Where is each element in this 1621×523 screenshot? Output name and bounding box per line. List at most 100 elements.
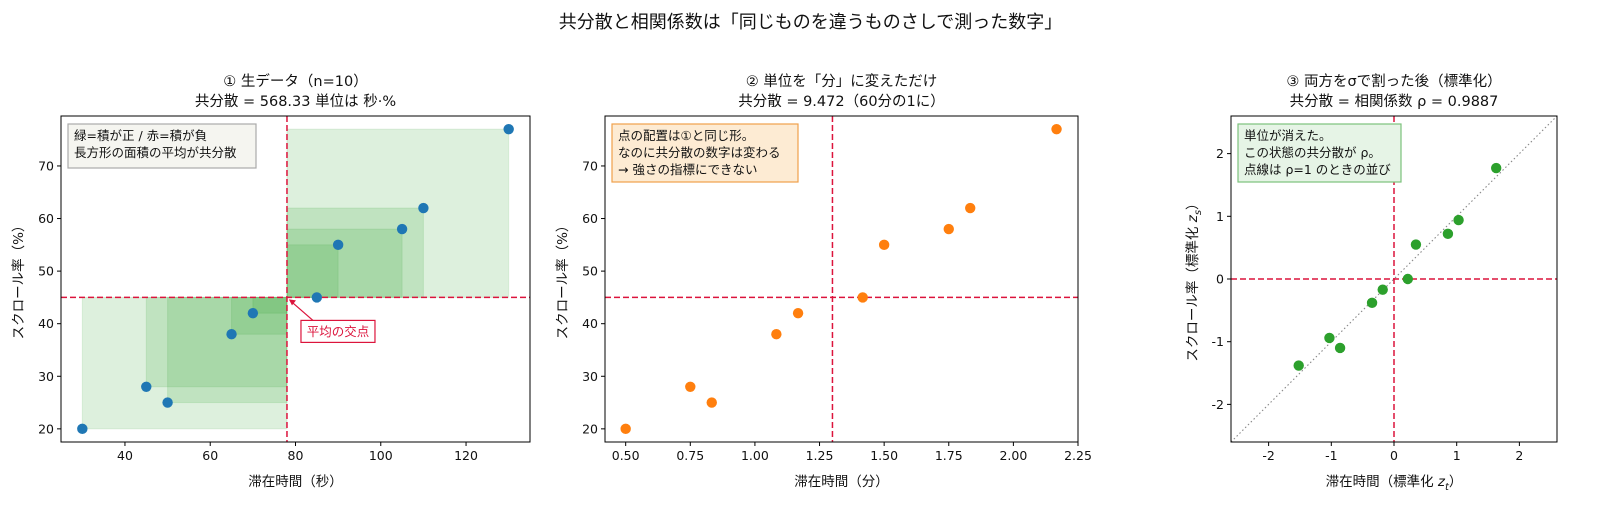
- data-point: [418, 202, 429, 214]
- note-text: 緑=積が正 / 赤=積が負: [74, 128, 207, 143]
- x-tick-label: 120: [454, 448, 478, 463]
- note-text: 点線は ρ=1 のときの並び: [1244, 162, 1391, 177]
- note-text: → 強さの指標にできない: [618, 162, 757, 177]
- y-tick-label: 30: [582, 369, 598, 384]
- data-point: [857, 292, 868, 303]
- note-text: 点の配置は①と同じ形。: [618, 128, 754, 143]
- data-point: [771, 329, 782, 340]
- data-point: [396, 223, 408, 235]
- panel-title: ② 単位を「分」に変えただけ: [746, 73, 938, 90]
- x-tick-label: 2.00: [999, 448, 1027, 463]
- note-text: 長方形の面積の平均が共分散: [74, 145, 237, 160]
- data-point: [1377, 284, 1388, 295]
- note-box: [1237, 123, 1402, 183]
- deviation-rectangle: [286, 207, 424, 298]
- data-point: [311, 292, 323, 303]
- x-tick-label: 2: [1515, 448, 1523, 463]
- data-point: [878, 239, 890, 251]
- plot-area: [605, 116, 1078, 442]
- chart-panel-minutes: 0.50 0.75 1.00 1.25 1.50 1.75 2.00 2.25 20 30 40 50…: [554, 73, 1092, 490]
- data-point: [247, 307, 259, 319]
- panel-subtitle: 共分散 = 568.33 単位は 秒·%: [195, 93, 396, 110]
- x-axis-label: 滞在時間（分）: [794, 474, 889, 490]
- data-point: [503, 123, 514, 135]
- data-point: [685, 381, 696, 392]
- annotation-arrowhead: [288, 299, 296, 306]
- y-tick-label: -2: [1212, 397, 1224, 412]
- y-axis-label: スクロール率（%）: [10, 219, 27, 340]
- data-point: [1410, 239, 1422, 250]
- data-point: [1402, 273, 1413, 285]
- y-tick-label: 40: [582, 316, 598, 331]
- note-box: [67, 123, 257, 169]
- data-point: [965, 202, 976, 214]
- y-tick-label: 50: [38, 264, 54, 279]
- y-tick-label: -1: [1212, 334, 1224, 349]
- axes-frame: [604, 115, 1079, 443]
- x-tick-label: 2.25: [1064, 448, 1092, 463]
- deviation-rectangle: [252, 296, 288, 314]
- panel-title: ① 生データ（n=10）: [223, 72, 367, 90]
- data-point: [141, 381, 152, 392]
- panel-subtitle: 共分散 = 相関係数 ρ = 0.9887: [1290, 93, 1499, 110]
- annotation-arrow: [289, 299, 314, 321]
- x-tick-label: 0: [1390, 448, 1398, 463]
- y-axis-label: スクロール率（標準化 zs）: [1184, 196, 1204, 361]
- annotation-box: [300, 319, 376, 344]
- y-tick-label: 30: [38, 369, 54, 384]
- data-point: [706, 397, 717, 408]
- x-tick-label: 1.25: [806, 448, 834, 463]
- x-tick-label: 60: [202, 448, 218, 463]
- deviation-rectangle: [167, 296, 288, 404]
- data-point: [1324, 332, 1335, 344]
- data-point: [1453, 214, 1464, 226]
- x-tick-label: 1.50: [870, 448, 898, 463]
- data-point: [620, 423, 631, 435]
- x-tick-label: -2: [1262, 448, 1274, 463]
- data-point: [162, 397, 173, 408]
- data-point: [77, 423, 88, 435]
- data-point: [1051, 123, 1062, 135]
- y-tick-label: 50: [582, 264, 598, 279]
- y-tick-label: 60: [582, 211, 598, 226]
- data-point: [1490, 162, 1502, 174]
- note-text: なのに共分散の数字は変わる: [618, 145, 781, 160]
- y-tick-label: 2: [1216, 146, 1224, 161]
- data-point: [1442, 228, 1454, 240]
- x-axis-label: 滞在時間（標準化 zt）: [1326, 474, 1463, 493]
- data-point: [332, 239, 344, 251]
- deviation-rectangle: [286, 228, 403, 298]
- x-tick-label: 100: [369, 448, 393, 463]
- note-box: [611, 123, 799, 183]
- note-text: 単位が消えた。: [1244, 128, 1332, 143]
- annotation-label: 平均の交点: [307, 324, 370, 339]
- data-point: [943, 223, 954, 235]
- panel-title: ③ 両方をσで割った後（標準化）: [1286, 73, 1501, 90]
- data-point: [792, 307, 804, 319]
- y-tick-label: 0: [1216, 272, 1224, 287]
- x-axis-label: 滞在時間（秒）: [248, 474, 343, 490]
- data-point: [1366, 297, 1378, 309]
- data-point: [1334, 342, 1346, 354]
- deviation-rectangle: [145, 296, 288, 388]
- y-tick-label: 70: [582, 158, 598, 173]
- x-tick-label: 0.50: [612, 448, 640, 463]
- figure-title: 共分散と相関係数は「同じものを違うものさしで測った数字」: [558, 12, 1063, 33]
- x-tick-label: 1.75: [935, 448, 963, 463]
- x-tick-label: 80: [288, 448, 304, 463]
- deviation-rectangle: [286, 128, 510, 298]
- y-tick-label: 1: [1216, 209, 1224, 224]
- data-point: [1293, 360, 1304, 371]
- y-tick-label: 20: [582, 421, 598, 436]
- y-axis-label: スクロール率（%）: [554, 219, 571, 340]
- data-point: [226, 329, 237, 340]
- deviation-rectangle: [286, 244, 339, 298]
- x-tick-label: -1: [1325, 448, 1337, 463]
- chart-panel-standardized: -2 -1 0 1 2 -2 -1 0 1 2 滞在時間（標準化 zt） スクロール率（標準化 zs）…: [1184, 73, 1558, 493]
- x-tick-label: 1: [1453, 448, 1461, 463]
- x-tick-label: 1.00: [741, 448, 769, 463]
- rho-one-diagonal-line: [1231, 116, 1557, 442]
- y-tick-label: 60: [38, 211, 54, 226]
- x-tick-label: 0.75: [676, 448, 704, 463]
